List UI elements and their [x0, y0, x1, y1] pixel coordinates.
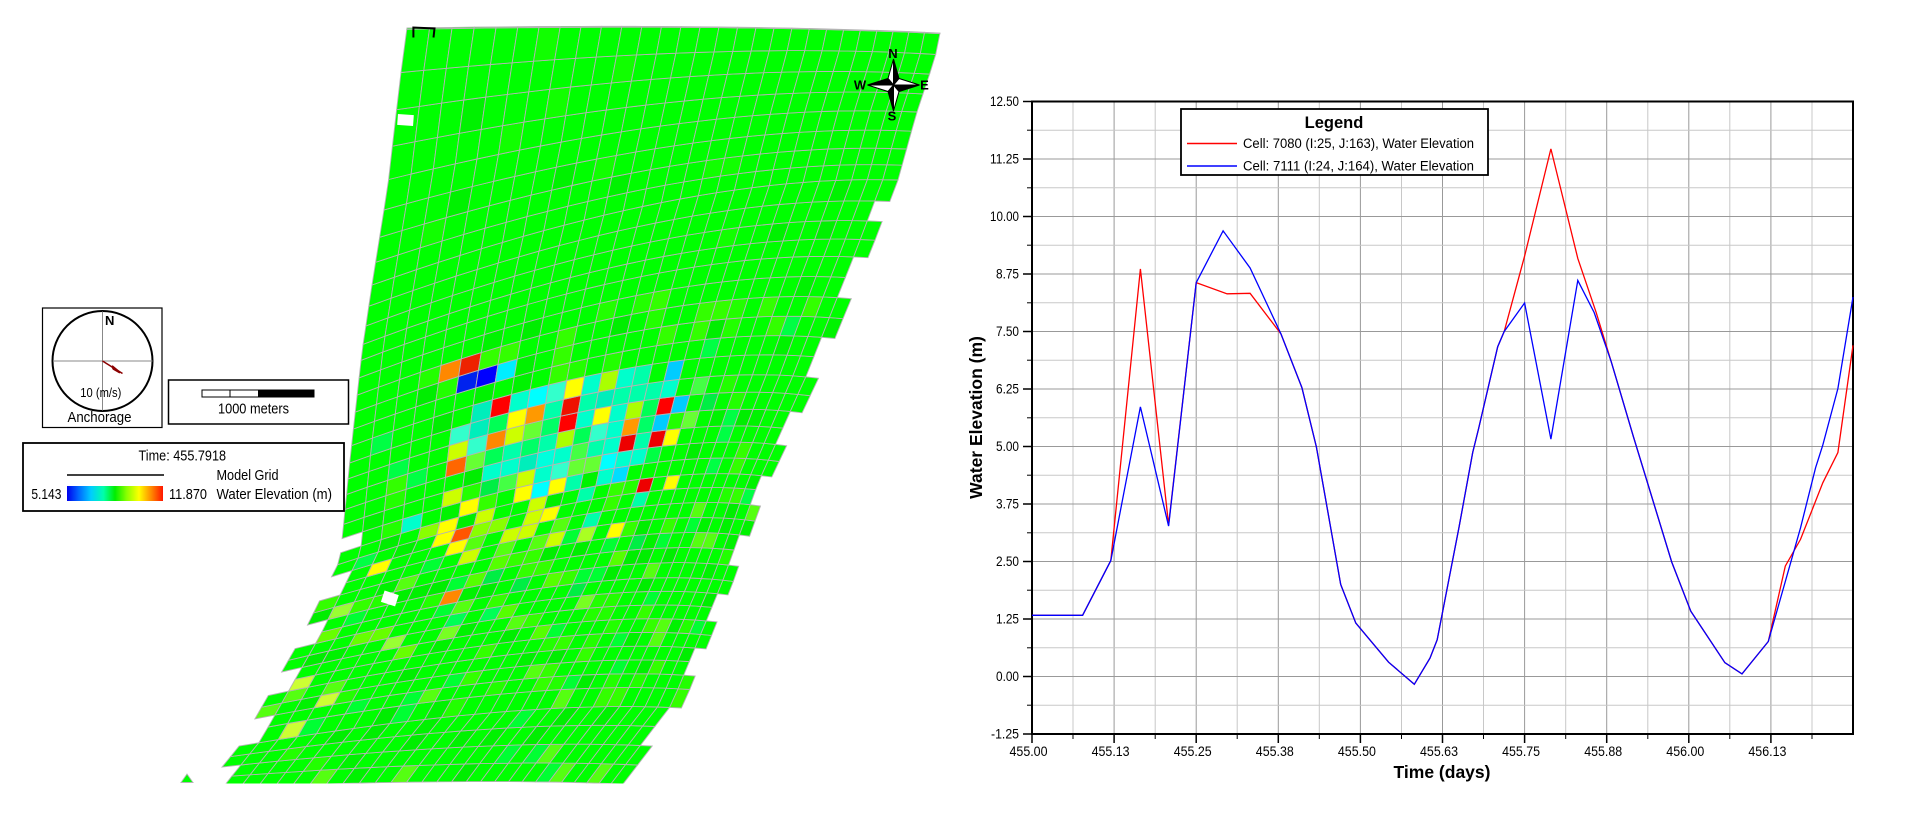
- svg-text:455.50: 455.50: [1338, 744, 1376, 759]
- svg-text:Time: 455.7918: Time: 455.7918: [139, 448, 227, 465]
- svg-text:455.13: 455.13: [1092, 744, 1130, 759]
- svg-text:0.00: 0.00: [996, 669, 1019, 684]
- svg-text:455.75: 455.75: [1502, 744, 1540, 759]
- svg-text:455.63: 455.63: [1420, 744, 1458, 759]
- svg-text:5.143: 5.143: [31, 486, 61, 503]
- svg-text:Legend: Legend: [1305, 114, 1364, 132]
- svg-text:11.25: 11.25: [990, 152, 1019, 167]
- svg-text:N: N: [105, 313, 114, 328]
- svg-text:Model Grid: Model Grid: [217, 467, 279, 484]
- svg-text:N: N: [888, 46, 897, 61]
- svg-text:455.38: 455.38: [1256, 744, 1294, 759]
- svg-text:7.50: 7.50: [996, 324, 1019, 339]
- svg-text:1000 meters: 1000 meters: [218, 401, 289, 418]
- svg-text:Cell: 7080 (I:25, J:163), Wate: Cell: 7080 (I:25, J:163), Water Elevatio…: [1243, 136, 1474, 151]
- svg-text:2.50: 2.50: [996, 554, 1019, 569]
- svg-text:455.00: 455.00: [1010, 744, 1048, 759]
- svg-text:1.25: 1.25: [996, 612, 1019, 627]
- svg-text:Time (days): Time (days): [1394, 762, 1491, 782]
- svg-text:456.13: 456.13: [1748, 744, 1786, 759]
- svg-text:455.25: 455.25: [1174, 744, 1212, 759]
- svg-text:10 (m/s): 10 (m/s): [80, 385, 121, 400]
- svg-text:Cell: 7111 (I:24, J:164), Wate: Cell: 7111 (I:24, J:164), Water Elevatio…: [1243, 159, 1474, 174]
- svg-text:11.870: 11.870: [169, 486, 207, 503]
- svg-text:455.88: 455.88: [1584, 744, 1622, 759]
- svg-text:Water Elevation (m): Water Elevation (m): [217, 486, 333, 503]
- svg-text:5.00: 5.00: [996, 439, 1019, 454]
- svg-text:E: E: [920, 78, 929, 93]
- svg-text:Water Elevation (m): Water Elevation (m): [966, 336, 986, 499]
- svg-text:W: W: [854, 78, 867, 93]
- svg-text:S: S: [888, 109, 897, 124]
- svg-text:6.25: 6.25: [996, 382, 1019, 397]
- svg-text:3.75: 3.75: [996, 497, 1019, 512]
- svg-text:12.50: 12.50: [990, 94, 1019, 109]
- svg-text:10.00: 10.00: [990, 209, 1019, 224]
- svg-text:456.00: 456.00: [1666, 744, 1704, 759]
- svg-text:-1.25: -1.25: [991, 727, 1019, 742]
- svg-text:8.75: 8.75: [996, 267, 1019, 282]
- svg-text:Anchorage: Anchorage: [68, 409, 132, 426]
